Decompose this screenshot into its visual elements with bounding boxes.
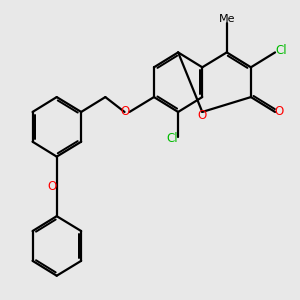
Text: Cl: Cl bbox=[167, 132, 178, 145]
Text: O: O bbox=[121, 106, 130, 118]
Text: O: O bbox=[198, 110, 207, 122]
Text: O: O bbox=[275, 106, 284, 118]
Text: Cl: Cl bbox=[275, 44, 287, 57]
Text: O: O bbox=[48, 180, 57, 193]
Text: Me: Me bbox=[218, 14, 235, 24]
